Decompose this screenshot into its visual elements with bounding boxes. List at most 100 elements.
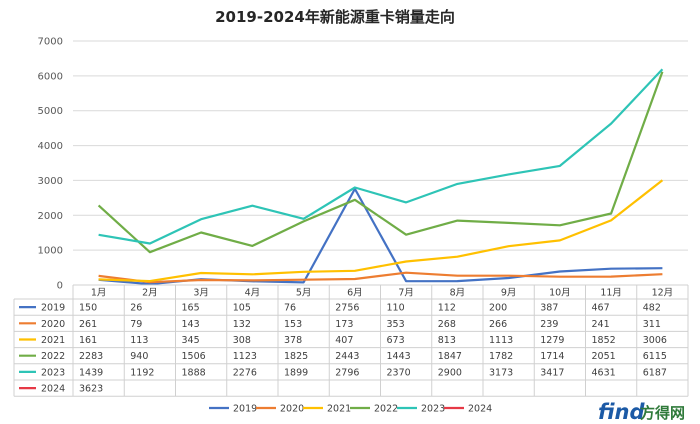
series-line-2021: [98, 179, 664, 283]
table-cell: 2370: [387, 367, 411, 378]
table-cell: 353: [387, 319, 405, 330]
x-tick-label: 10月: [549, 288, 571, 299]
table-cell: 161: [79, 335, 97, 346]
table-cell: 482: [643, 303, 661, 314]
x-tick-label: 11月: [600, 288, 622, 299]
table-cell: 153: [284, 319, 302, 330]
table-cell: 150: [79, 303, 97, 314]
table-cell: 26: [130, 303, 142, 314]
table-cell: 3173: [489, 367, 513, 378]
table-cell: 76: [284, 303, 296, 314]
table-cell: 1852: [592, 335, 616, 346]
table-cell: 165: [182, 303, 200, 314]
y-tick-label: 4000: [38, 141, 63, 152]
table-cell: 2051: [592, 351, 616, 362]
table-cell: 6187: [643, 367, 667, 378]
table-cell: 467: [592, 303, 610, 314]
table-row-label: 2020: [41, 319, 65, 330]
table-cell: 308: [233, 335, 251, 346]
x-tick-label: 5月: [296, 288, 312, 299]
y-axis: 0 1000 2000 3000 4000 5000 6000 7000: [38, 37, 63, 292]
table-cell: 1113: [489, 335, 513, 346]
table-cell: 1825: [284, 351, 308, 362]
y-tick-label: 1000: [38, 246, 63, 257]
x-tick-label: 9月: [501, 288, 517, 299]
series-line-2019: [98, 187, 663, 286]
table-cell: 239: [540, 319, 558, 330]
chart-title: 2019-2024年新能源重卡销量走向: [215, 8, 455, 26]
table-cell: 266: [489, 319, 507, 330]
table-cell: 261: [79, 319, 97, 330]
table-cell: 1714: [540, 351, 564, 362]
table-row-label: 2024: [41, 384, 65, 395]
y-tick-label: 5000: [38, 106, 63, 117]
table-cell: 1899: [284, 367, 308, 378]
x-tick-label: 7月: [398, 288, 414, 299]
table-cell: 79: [130, 319, 142, 330]
table-cell: 673: [387, 335, 405, 346]
legend-label: 2020: [280, 404, 304, 415]
x-tick-label: 4月: [245, 288, 261, 299]
series-line-2020: [98, 271, 663, 284]
legend-label: 2022: [374, 404, 398, 415]
table-cell: 1279: [540, 335, 564, 346]
table-cell: 110: [387, 303, 405, 314]
watermark-find: find: [598, 400, 645, 424]
x-tick-label: 3月: [193, 288, 209, 299]
y-tick-label: 6000: [38, 71, 63, 82]
series-line-2023: [98, 68, 664, 245]
legend-label: 2019: [233, 404, 257, 415]
table-cell: 112: [438, 303, 456, 314]
table-cell: 3623: [79, 384, 103, 395]
watermark-cn: 方得网: [640, 404, 685, 422]
y-tick-label: 3000: [38, 176, 63, 187]
table-cell: 1506: [182, 351, 206, 362]
table-cell: 940: [130, 351, 148, 362]
y-tick-label: 0: [57, 281, 63, 292]
table-cell: 1123: [233, 351, 257, 362]
x-tick-label: 8月: [450, 288, 466, 299]
table-cell: 378: [284, 335, 302, 346]
table-cell: 173: [335, 319, 353, 330]
table-cell: 105: [233, 303, 251, 314]
table-cell: 2756: [335, 303, 359, 314]
x-tick-label: 1月: [91, 288, 107, 299]
x-tick-label: 12月: [652, 288, 674, 299]
x-tick-label: 6月: [347, 288, 363, 299]
table-cell: 2276: [233, 367, 257, 378]
table-cell: 1847: [438, 351, 462, 362]
table-cell: 345: [182, 335, 200, 346]
table-cell: 2900: [438, 367, 462, 378]
table-cell: 407: [335, 335, 353, 346]
table-cell: 143: [182, 319, 200, 330]
table-cell: 813: [438, 335, 456, 346]
gridlines: [73, 40, 688, 286]
table-cell: 113: [130, 335, 148, 346]
table-cell: 4631: [592, 367, 616, 378]
series-line-2022: [97, 71, 664, 254]
table-cell: 241: [592, 319, 610, 330]
series-lines: [97, 68, 664, 286]
table-cell: 387: [540, 303, 558, 314]
table-cell: 132: [233, 319, 251, 330]
table-cell: 3417: [540, 367, 564, 378]
table-cell: 1443: [387, 351, 411, 362]
table-cell: 1888: [182, 367, 206, 378]
table-cell: 1782: [489, 351, 513, 362]
table-cell: 6115: [643, 351, 667, 362]
table-cell: 2283: [79, 351, 103, 362]
legend-label: 2021: [327, 404, 351, 415]
table-cell: 3006: [643, 335, 667, 346]
table-cell: 200: [489, 303, 507, 314]
table-cell: 2796: [335, 367, 359, 378]
legend-label: 2024: [468, 404, 492, 415]
table-row-label: 2019: [41, 303, 65, 314]
x-tick-label: 2月: [142, 288, 158, 299]
data-table: 1月 2月 3月 4月 5月 6月 7月 8月 9月 10月 11月 12月 2019 150 26 165 1…: [13, 284, 689, 397]
watermark: find 方得网: [598, 400, 685, 424]
table-cell: 311: [643, 319, 661, 330]
y-tick-label: 7000: [38, 37, 63, 48]
legend-label: 2023: [421, 404, 445, 415]
table-cell: 1439: [79, 367, 103, 378]
